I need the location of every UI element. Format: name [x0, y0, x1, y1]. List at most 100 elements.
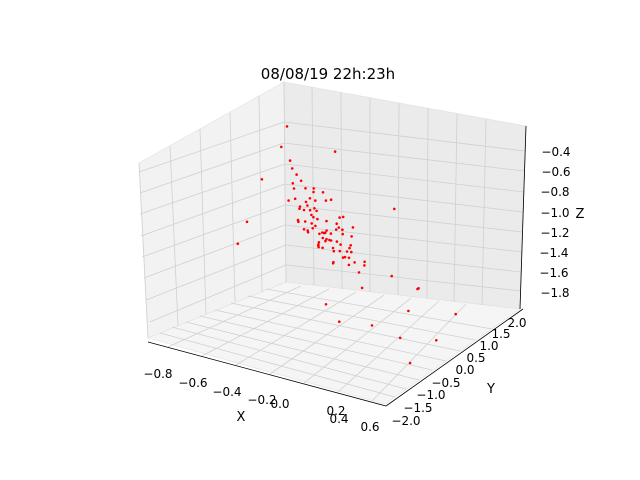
- grid-back-h-2: [284, 224, 523, 253]
- y-tick-label: 1.0: [479, 339, 498, 353]
- data-point: [303, 220, 307, 223]
- data-point: [357, 271, 361, 274]
- data-point: [341, 215, 345, 219]
- data-point: [350, 235, 353, 238]
- data-point: [260, 178, 264, 181]
- grid-left-h-0: [149, 264, 287, 323]
- data-point: [408, 361, 412, 365]
- data-point: [306, 204, 309, 207]
- y-tick-label: −1.5: [403, 401, 432, 415]
- data-point: [311, 227, 315, 230]
- data-point: [312, 187, 316, 190]
- z-tick-label: −1.6: [539, 266, 568, 280]
- x-tick-label: −0.4: [212, 385, 241, 399]
- data-point: [285, 125, 289, 128]
- data-point: [321, 191, 325, 194]
- grid-back-h-0: [285, 264, 522, 292]
- x-tick-label: −0.2: [247, 393, 276, 407]
- grid-floor-y-5: [230, 302, 461, 352]
- data-point: [363, 264, 366, 267]
- data-point: [304, 187, 307, 190]
- data-point: [363, 260, 366, 264]
- data-point: [339, 243, 342, 246]
- data-point: [324, 303, 328, 306]
- grid-back-h-7: [283, 121, 526, 152]
- grid-back-6: [453, 113, 458, 303]
- grid-floor-x-5: [337, 300, 440, 393]
- data-point: [314, 224, 317, 228]
- grid-left-2: [199, 128, 207, 315]
- data-point: [236, 242, 240, 245]
- grid-left-h-3: [141, 204, 286, 258]
- data-point: [317, 245, 320, 249]
- back-pane: [283, 81, 527, 310]
- data-point: [321, 231, 324, 234]
- data-point: [290, 167, 294, 170]
- data-point: [390, 274, 394, 278]
- y-tick-label: −2.0: [391, 414, 420, 428]
- data-point: [350, 250, 353, 254]
- data-point: [280, 145, 283, 149]
- grid-left-h-4: [140, 183, 286, 237]
- data-point: [313, 207, 316, 210]
- data-point: [321, 246, 324, 250]
- grid-back-h-4: [284, 183, 524, 213]
- y-tick-label: −1.0: [416, 388, 445, 402]
- data-point: [347, 263, 351, 267]
- data-point: [360, 286, 364, 290]
- data-point: [318, 232, 321, 236]
- x-tick-label: −0.8: [143, 367, 172, 381]
- y-tick-label: 0.0: [455, 363, 474, 377]
- x-tick-label: 0.4: [329, 412, 348, 426]
- data-point: [295, 173, 298, 176]
- data-point: [341, 232, 345, 236]
- z-tick-label: −1.8: [540, 286, 569, 300]
- grid-back-1: [311, 86, 315, 286]
- grid-floor-x-0: [167, 285, 302, 348]
- grid-back-0: [283, 81, 287, 283]
- z-tick-label: −1.4: [539, 246, 568, 260]
- grid-floor-x-2: [235, 291, 357, 366]
- grid-left-h-7: [138, 121, 285, 173]
- data-point: [335, 222, 339, 225]
- axis-ticks: −0.8−0.6−0.4−0.20.0 0.20.40.6 −2.0−1.5−1.0…: [143, 145, 570, 434]
- data-point: [341, 256, 345, 259]
- data-point: [287, 199, 290, 202]
- x-tick-label: 0.0: [270, 397, 289, 411]
- z-tick-label: −1.0: [540, 206, 569, 220]
- data-point: [314, 199, 317, 202]
- data-point: [312, 190, 315, 194]
- data-point: [317, 241, 321, 244]
- y-tick-label: 2.0: [507, 316, 526, 330]
- grid-back-7: [481, 118, 487, 306]
- data-point: [338, 249, 342, 253]
- data-point: [333, 150, 337, 153]
- data-point: [417, 287, 420, 290]
- grid-left-h-6: [139, 142, 285, 194]
- data-point: [337, 226, 341, 229]
- data-point: [329, 232, 333, 235]
- data-point: [335, 240, 339, 243]
- data-point: [299, 179, 303, 183]
- data-point: [296, 218, 300, 222]
- y-axis-line: [385, 308, 524, 407]
- data-point: [353, 261, 356, 264]
- grid-back-4: [397, 102, 400, 296]
- data-point: [341, 228, 344, 231]
- data-point: [398, 336, 402, 340]
- data-point: [304, 200, 308, 204]
- data-point: [316, 217, 319, 221]
- grid-back-h-1: [285, 244, 522, 273]
- z-tick-label: −1.2: [540, 226, 569, 240]
- z-tick-label: −0.6: [541, 165, 570, 179]
- grid-left-3: [229, 112, 236, 303]
- grid-floor-y-2: [185, 321, 420, 381]
- grid-floor-x-1: [201, 288, 330, 357]
- data-point: [298, 207, 301, 210]
- data-point: [329, 198, 333, 201]
- data-point: [298, 205, 302, 208]
- data-point: [325, 219, 328, 223]
- data-point: [288, 159, 292, 162]
- x-axis-line: [147, 341, 387, 407]
- y-tick-label: −0.5: [431, 376, 460, 390]
